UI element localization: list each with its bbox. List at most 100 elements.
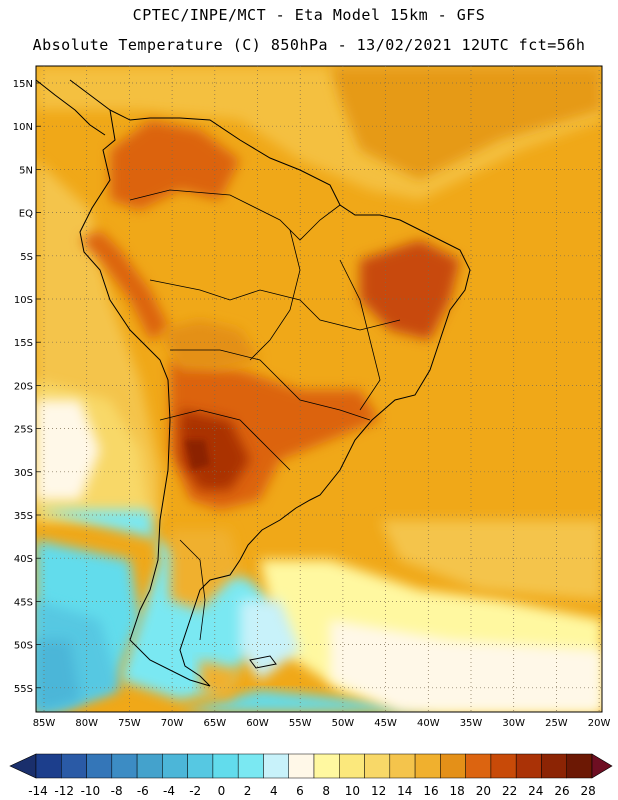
- field-pacific-cream: [36, 400, 100, 500]
- internal-border-6: [339, 259, 381, 411]
- lat-label: 50S: [14, 641, 33, 652]
- colorbar-box: [237, 753, 264, 779]
- colorbar-tick-label: 22: [502, 784, 517, 798]
- colorbar-under-arrow: [9, 753, 37, 779]
- falkland-islands: [249, 655, 277, 669]
- gridlines: [36, 66, 602, 712]
- lon-label: 20W: [588, 718, 611, 729]
- colorbar-tick-label: 2: [244, 784, 252, 798]
- field-andes-north: [110, 120, 240, 210]
- colorbar-tick-label: -10: [81, 784, 101, 798]
- internal-border-2: [149, 279, 401, 331]
- colorbar-tick-label: 12: [371, 784, 386, 798]
- colorbar-boxes: [35, 753, 593, 779]
- colorbar-tick-label: -8: [111, 784, 123, 798]
- colorbar-box: [364, 753, 391, 779]
- lat-label: 35S: [14, 511, 33, 522]
- field-ne-brazil: [360, 240, 460, 340]
- lat-label: 15N: [13, 79, 33, 90]
- lat-label: 40S: [14, 554, 33, 565]
- chart-title-line1: CPTEC/INPE/MCT - Eta Model 15km - GFS: [132, 6, 486, 24]
- lat-label: 15S: [14, 338, 33, 349]
- colorbar-box: [414, 753, 441, 779]
- lat-label: EQ: [19, 209, 33, 220]
- colorbar-tick-label: -14: [28, 784, 48, 798]
- colorbar-tick-label: -6: [137, 784, 149, 798]
- lon-label: 30W: [502, 718, 525, 729]
- lon-label: 50W: [332, 718, 355, 729]
- lat-label: 25S: [14, 425, 33, 436]
- lon-label: 65W: [203, 718, 226, 729]
- colorbar-tick-label: 24: [528, 784, 543, 798]
- colorbar-box: [212, 753, 239, 779]
- internal-border-7: [179, 539, 206, 641]
- colorbar-tick-label: 6: [296, 784, 304, 798]
- temperature-field: [36, 66, 602, 712]
- field-south-blue2: [36, 640, 80, 712]
- colorbar-tick-label: 18: [450, 784, 465, 798]
- colorbar-box: [263, 753, 289, 779]
- colorbar-box: [35, 753, 62, 779]
- field-chaco-max: [185, 440, 210, 470]
- colorbar-box: [465, 753, 492, 779]
- field-tierra: [200, 660, 240, 700]
- colorbar-tick-label: -12: [54, 784, 74, 798]
- colorbar-tick-label: 8: [322, 784, 330, 798]
- colorbar-box: [440, 753, 466, 779]
- lat-label: 10N: [13, 122, 33, 133]
- colorbar-tick-label: 20: [476, 784, 491, 798]
- lon-label: 70W: [161, 718, 184, 729]
- colorbar-tick-label: -4: [163, 784, 175, 798]
- colorbar: -14 -12 -10 -8 -6 -4 -2 0 2 4 6 8 10 12 14 16 18 20 22 24 26…: [9, 753, 613, 798]
- coastline: [36, 79, 471, 687]
- central-america-coast: [36, 79, 106, 136]
- field-south-cyan: [36, 510, 270, 700]
- colorbar-box: [162, 753, 188, 779]
- lon-label: 80W: [75, 718, 98, 729]
- longitude-labels: 85W 80W 75W 70W 65W 60W 55W 50W 45W 40W 35W 30W 25W 2…: [33, 718, 611, 729]
- field-satl-midyellow: [380, 520, 602, 600]
- colorbar-box: [136, 753, 163, 779]
- colorbar-tick-label: 16: [423, 784, 438, 798]
- colorbar-box: [541, 753, 567, 779]
- field-andes-peru: [80, 230, 170, 340]
- lon-label: 40W: [417, 718, 440, 729]
- lon-label: 85W: [33, 718, 56, 729]
- lon-label: 35W: [460, 718, 483, 729]
- internal-border-5: [249, 229, 301, 361]
- lon-label: 60W: [246, 718, 269, 729]
- lat-label: 45S: [14, 597, 33, 608]
- colorbar-tick-labels: -14 -12 -10 -8 -6 -4 -2 0 2 4 6 8 10 12 14 16 18 20 22 24 26…: [28, 784, 596, 798]
- internal-border-3: [170, 349, 371, 421]
- lat-label: 5N: [19, 165, 33, 176]
- colorbar-box: [566, 753, 593, 779]
- colorbar-tick-label: 10: [345, 784, 360, 798]
- chart-title-line2: Absolute Temperature (C) 850hPa - 13/02/…: [32, 36, 586, 54]
- lon-label: 45W: [374, 718, 397, 729]
- field-north-orange: [330, 66, 602, 180]
- colorbar-tick-label: 28: [581, 784, 596, 798]
- lat-label: 55S: [14, 684, 33, 695]
- field-satl-cream: [330, 620, 602, 712]
- colorbar-box: [288, 753, 315, 779]
- internal-border-1: [129, 189, 341, 241]
- lon-label: 25W: [545, 718, 568, 729]
- internal-border-4: [159, 409, 291, 471]
- map-frame: [35, 65, 603, 713]
- lat-label: 20S: [14, 381, 33, 392]
- colorbar-box: [187, 753, 214, 779]
- colorbar-box: [339, 753, 365, 779]
- lat-label: 10S: [14, 295, 33, 306]
- colorbar-over-arrow: [591, 753, 613, 779]
- colorbar-box: [490, 753, 517, 779]
- colorbar-tick-label: 0: [218, 784, 226, 798]
- colorbar-tick-label: -2: [189, 784, 201, 798]
- field-satl-lightblue: [240, 600, 300, 680]
- colorbar-box: [86, 753, 113, 779]
- latitude-labels: 15N 10N 5N EQ 5S 10S 15S 20S 25S 30S 35S 40S 45S 50S 5…: [13, 79, 33, 695]
- colorbar-tick-label: 14: [397, 784, 412, 798]
- colorbar-tick-label: 26: [554, 784, 569, 798]
- colorbar-tick-label: 4: [270, 784, 278, 798]
- lat-label: 5S: [20, 252, 33, 263]
- lon-label: 75W: [118, 718, 141, 729]
